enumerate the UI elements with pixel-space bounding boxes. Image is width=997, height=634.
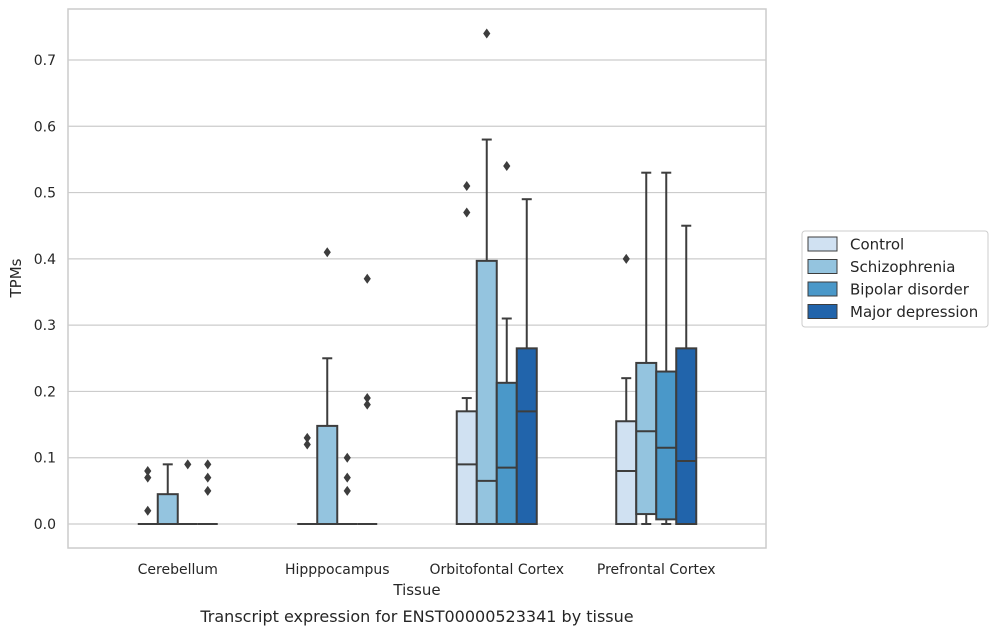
box-0-1	[156, 463, 179, 525]
outlier-point	[144, 505, 152, 516]
outlier-point	[204, 459, 212, 470]
outlier-point	[204, 485, 212, 496]
legend-swatch	[807, 281, 838, 297]
chart-caption: Transcript expression for ENST0000052334…	[199, 607, 633, 626]
y-axis-title: TPMs	[7, 258, 25, 298]
outlier-point	[204, 472, 212, 483]
outlier-point	[363, 273, 371, 284]
x-tick-label: Orbitofontal Cortex	[429, 562, 564, 578]
outlier-point	[323, 247, 331, 258]
box-body	[515, 347, 538, 526]
y-tick-label: 0.5	[34, 186, 56, 202]
outlier-point	[463, 207, 471, 218]
box-0-2	[177, 459, 198, 525]
x-tick-label: Prefrontal Cortex	[597, 562, 716, 578]
box-body	[316, 424, 339, 526]
legend-label: Schizophrenia	[850, 258, 955, 276]
x-tick-label: Hipppocampus	[285, 562, 390, 578]
box-3-3	[675, 224, 698, 526]
outlier-point	[483, 28, 491, 39]
y-tick-label: 0.7	[34, 53, 56, 69]
box-groups	[137, 28, 698, 526]
box-1-1	[316, 247, 339, 526]
x-axis-ticks: Cerebellum Hipppocampus Orbitofontal Corte…	[138, 562, 716, 578]
box-body	[655, 370, 678, 521]
box-body	[455, 410, 478, 526]
box-0-3	[197, 459, 218, 525]
box-body	[635, 361, 658, 516]
box-1-3	[357, 273, 378, 525]
x-axis-title: Tissue	[392, 581, 440, 599]
legend-label: Bipolar disorder	[850, 281, 970, 299]
outlier-point	[503, 161, 511, 172]
outlier-point	[463, 180, 471, 191]
outlier-point	[343, 452, 351, 463]
outlier-point	[343, 472, 351, 483]
y-axis-ticks: 0.0 0.1 0.2 0.3 0.4 0.5 0.6 0.7	[34, 53, 56, 533]
outlier-point	[363, 399, 371, 410]
legend-frame	[801, 230, 989, 328]
y-tick-label: 0.6	[34, 119, 56, 135]
outlier-point	[184, 459, 192, 470]
outlier-point	[622, 253, 630, 264]
box-1-0	[297, 432, 318, 525]
legend-items: Control Schizophrenia Bipolar disorder Majo…	[807, 236, 978, 321]
box-2-3	[515, 198, 538, 526]
legend-swatch	[807, 259, 838, 274]
y-tick-label: 0.3	[34, 318, 56, 334]
box-body	[156, 493, 179, 525]
legend: Control Schizophrenia Bipolar disorder Majo…	[801, 230, 989, 328]
outlier-point	[343, 485, 351, 496]
box-0-0	[137, 465, 158, 525]
legend-swatch	[807, 304, 838, 319]
outlier-point	[363, 393, 371, 404]
outlier-point	[303, 432, 311, 443]
box-3-2	[655, 171, 678, 525]
y-tick-label: 0.4	[34, 252, 56, 268]
legend-label: Control	[850, 236, 904, 254]
outlier-point	[303, 439, 311, 450]
y-tick-label: 0.0	[34, 517, 56, 533]
outlier-point	[144, 472, 152, 483]
box-1-2	[337, 452, 358, 525]
box-body	[495, 381, 518, 525]
outlier-point	[144, 465, 152, 476]
y-tick-label: 0.1	[34, 451, 56, 467]
legend-label: Major depression	[850, 303, 978, 321]
plot-frame	[67, 8, 767, 549]
box-body	[475, 259, 498, 525]
y-tick-label: 0.2	[34, 384, 56, 400]
box-body	[615, 420, 638, 525]
box-body	[675, 347, 698, 526]
legend-swatch	[807, 236, 838, 252]
x-tick-label: Cerebellum	[138, 562, 218, 578]
